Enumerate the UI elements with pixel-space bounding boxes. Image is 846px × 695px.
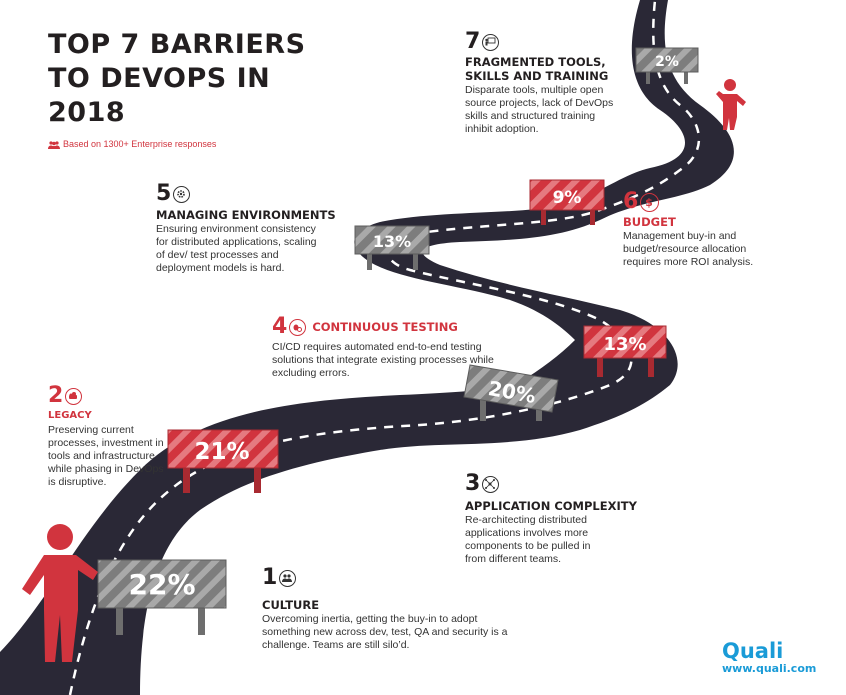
barrier-rank-1: 1: [262, 565, 278, 590]
barrier-title-2: LEGACY: [48, 410, 92, 421]
barrier-percent-5: 13%: [373, 232, 411, 251]
barrier-block-3: 3 APPLICATION COMPLEXITY Re-architecting…: [465, 472, 665, 566]
dollar-icon: $: [640, 192, 660, 212]
barrier-rank-3: 3: [465, 471, 481, 496]
barrier-sign-5: 13%: [354, 225, 430, 270]
barrier-block-1: 1 CULTURE Overcoming inertia, getting th…: [262, 566, 512, 652]
training-icon: [482, 33, 500, 51]
page-title: TOP 7 BARRIERS TO DEVOPS IN 2018: [48, 29, 306, 128]
barrier-percent-7: 2%: [655, 54, 679, 70]
barrier-percent-1: 22%: [128, 568, 195, 601]
barrier-rank-2: 2: [48, 383, 64, 408]
barrier-title-7: FRAGMENTED TOOLS, SKILLS AND TRAINING: [465, 55, 609, 83]
barrier-block-5: 5 MANAGING ENVIRONMENTS Ensuring environ…: [156, 182, 356, 275]
barrier-title-4: CONTINUOUS TESTING: [312, 320, 458, 334]
barrier-sign-3: 20%: [463, 364, 559, 421]
barrier-rank-5: 5: [156, 181, 172, 206]
brand-logo: Quali www.quali.com: [722, 640, 816, 675]
gear-icon: [173, 185, 191, 203]
person-figure-large: [22, 524, 98, 662]
subtitle-text: Based on 1300+ Enterprise responses: [63, 139, 217, 149]
barrier-sign-7: 2%: [635, 47, 699, 84]
barrier-title-1: CULTURE: [262, 598, 320, 612]
barrier-desc-3: Re-architecting distributed applications…: [465, 514, 591, 565]
people-icon: [48, 141, 60, 149]
network-icon: [482, 475, 500, 493]
barrier-percent-4: 13%: [603, 334, 646, 355]
barrier-block-2: 2 LEGACY Preserving current processes, i…: [48, 384, 166, 489]
brand-url[interactable]: www.quali.com: [722, 662, 817, 675]
barrier-sign-1: 22%: [97, 559, 227, 635]
barrier-rank-6: 6: [623, 189, 639, 214]
barrier-block-7: 7 FRAGMENTED TOOLS, SKILLS AND TRAINING …: [465, 30, 625, 136]
barrier-rank-7: 7: [465, 29, 481, 54]
barrier-rank-4: 4: [272, 314, 288, 339]
barrier-block-4: 4 CONTINUOUS TESTING CI/CD requires auto…: [272, 315, 522, 380]
bug-icon: [289, 318, 307, 336]
barrier-sign-2: 21%: [167, 429, 279, 493]
brand-name: Quali: [722, 639, 784, 663]
barrier-desc-4: CI/CD requires automated end-to-end test…: [272, 341, 494, 379]
barrier-percent-2: 21%: [194, 439, 249, 465]
barrier-title-3: APPLICATION COMPLEXITY: [465, 499, 637, 513]
barrier-title-5: MANAGING ENVIRONMENTS: [156, 208, 336, 222]
barrier-desc-6: Management buy-in and budget/resource al…: [623, 230, 754, 268]
svg-text:$: $: [645, 196, 653, 209]
people-icon: [279, 569, 297, 587]
person-figure-small: [716, 79, 746, 130]
barrier-percent-6: 9%: [553, 188, 582, 208]
barrier-sign-4: 13%: [583, 325, 667, 377]
subtitle: Based on 1300+ Enterprise responses: [48, 139, 216, 149]
barrier-title-6: BUDGET: [623, 215, 676, 229]
barrier-desc-5: Ensuring environment consistency for dis…: [156, 223, 317, 274]
barrier-sign-6: 9%: [529, 179, 605, 225]
road-surface: [0, 0, 734, 695]
barrier-desc-1: Overcoming inertia, getting the buy-in t…: [262, 613, 508, 651]
legacy-icon: [65, 387, 83, 405]
barrier-desc-2: Preserving current processes, investment…: [48, 424, 164, 488]
barrier-desc-7: Disparate tools, multiple open source pr…: [465, 84, 614, 135]
barrier-block-6: 6 $ BUDGET Management buy-in and budget/…: [623, 190, 783, 269]
